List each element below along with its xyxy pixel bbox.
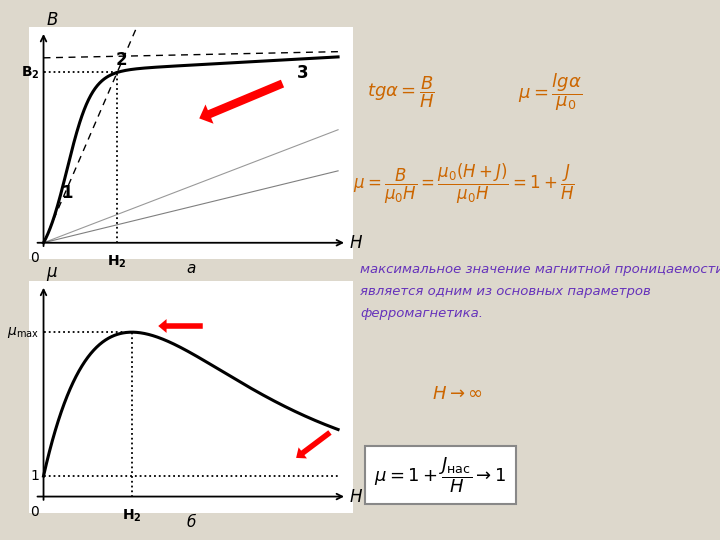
- Text: 3: 3: [297, 64, 309, 83]
- Text: 1: 1: [61, 184, 73, 201]
- Text: $\mu$: $\mu$: [47, 265, 58, 283]
- Text: $\mathbf{H_2}$: $\mathbf{H_2}$: [107, 254, 127, 271]
- Text: ферромагнетика.: ферромагнетика.: [360, 307, 483, 320]
- Text: $\mathbf{H_2}$: $\mathbf{H_2}$: [122, 508, 142, 524]
- Text: максимальное значение магнитной проницаемости: максимальное значение магнитной проницае…: [360, 264, 720, 276]
- Text: $\mathbf{B_2}$: $\mathbf{B_2}$: [20, 64, 39, 80]
- Text: является одним из основных параметров: является одним из основных параметров: [360, 285, 651, 298]
- Text: а: а: [186, 261, 196, 276]
- Text: B: B: [47, 11, 58, 29]
- Text: H: H: [350, 488, 362, 505]
- Text: 2: 2: [116, 51, 127, 69]
- Text: $\mu = \dfrac{B}{\mu_0 H} = \dfrac{\mu_0(H+J)}{\mu_0 H} = 1 + \dfrac{J}{H}$: $\mu = \dfrac{B}{\mu_0 H} = \dfrac{\mu_0…: [353, 161, 575, 206]
- Text: 1: 1: [30, 469, 39, 483]
- Text: $\mu_{\rm max}$: $\mu_{\rm max}$: [7, 325, 39, 340]
- Text: H: H: [350, 234, 362, 252]
- Text: $H \rightarrow \infty$: $H \rightarrow \infty$: [432, 385, 482, 403]
- Text: б: б: [186, 515, 196, 530]
- Text: 0: 0: [30, 505, 39, 519]
- Text: $\mu = 1 + \dfrac{J_{\rm \text{нас}}}{H} \rightarrow 1$: $\mu = 1 + \dfrac{J_{\rm \text{нас}}}{H}…: [374, 455, 507, 495]
- Text: 0: 0: [30, 251, 39, 265]
- Text: $tg\alpha = \dfrac{B}{H}$: $tg\alpha = \dfrac{B}{H}$: [367, 74, 435, 110]
- Text: $\mu = \dfrac{lg\alpha}{\mu_0}$: $\mu = \dfrac{lg\alpha}{\mu_0}$: [518, 71, 582, 113]
